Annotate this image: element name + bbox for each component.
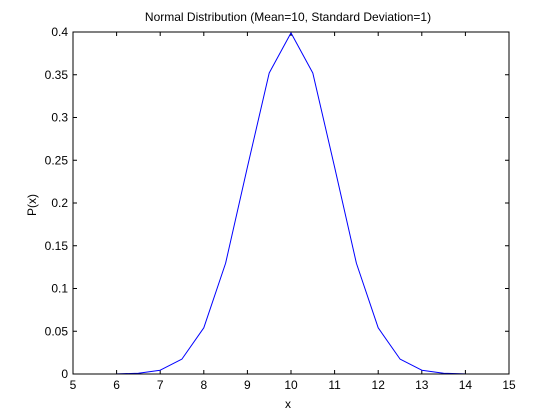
x-tick-label: 10 bbox=[284, 378, 298, 392]
plot-frame bbox=[72, 31, 510, 375]
y-tick-label: 0.4 bbox=[51, 25, 68, 39]
x-tick-label: 6 bbox=[113, 378, 120, 392]
chart-title: Normal Distribution (Mean=10, Standard D… bbox=[145, 10, 431, 24]
y-axis-label: P(x) bbox=[25, 194, 39, 216]
x-axis: 5 6 7 8 9 10 11 12 13 14 15 bbox=[70, 32, 516, 392]
y-tick-label: 0.2 bbox=[51, 196, 68, 210]
y-tick-label: 0.15 bbox=[45, 239, 69, 253]
x-tick-label: 11 bbox=[328, 378, 341, 392]
series-layer bbox=[72, 32, 510, 375]
y-axis: 0 0.05 0.1 0.15 0.2 0.25 0.3 0.35 0.4 bbox=[45, 25, 509, 381]
x-tick-label: 12 bbox=[372, 378, 386, 392]
series-line-0 bbox=[72, 32, 510, 375]
x-tick-label: 14 bbox=[459, 378, 473, 392]
y-tick-label: 0.35 bbox=[45, 68, 69, 82]
plot-area bbox=[73, 32, 509, 374]
y-tick-label: 0.3 bbox=[51, 111, 68, 125]
y-tick-label: 0.05 bbox=[45, 324, 69, 338]
plot-background bbox=[73, 32, 509, 374]
y-tick-label: 0.25 bbox=[45, 153, 69, 167]
y-tick-label: 0 bbox=[61, 367, 68, 381]
y-tick-label: 0.1 bbox=[51, 282, 68, 296]
x-tick-label: 8 bbox=[200, 378, 207, 392]
x-tick-label: 15 bbox=[502, 378, 516, 392]
x-tick-label: 7 bbox=[157, 378, 164, 392]
x-tick-label: 9 bbox=[244, 378, 251, 392]
x-tick-label: 13 bbox=[415, 378, 429, 392]
x-axis-label: x bbox=[285, 397, 291, 411]
x-tick-label: 5 bbox=[70, 378, 77, 392]
